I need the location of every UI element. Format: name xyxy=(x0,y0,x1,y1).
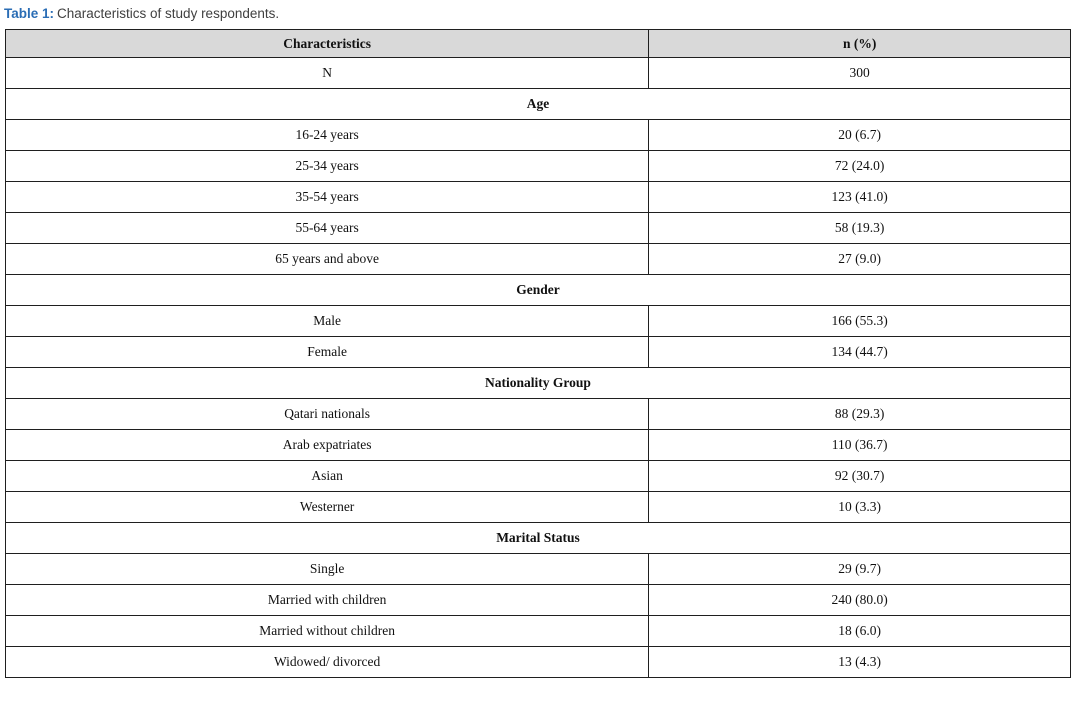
n-percent-cell: 58 (19.3) xyxy=(648,212,1071,244)
n-percent-cell: 92 (30.7) xyxy=(648,460,1071,492)
characteristic-cell: 65 years and above xyxy=(4,243,650,275)
table-row: N 300 xyxy=(4,57,1071,89)
characteristic-cell: Married with children xyxy=(4,584,650,616)
characteristic-cell: 35-54 years xyxy=(4,181,650,213)
characteristic-cell: Arab expatriates xyxy=(4,429,650,461)
n-percent-cell: 20 (6.7) xyxy=(648,119,1071,151)
table-row: Married without children 18 (6.0) xyxy=(4,615,1071,647)
column-header-n-percent: n (%) xyxy=(648,29,1071,58)
section-row: Gender xyxy=(5,274,1071,306)
n-percent-cell: 300 xyxy=(648,57,1071,89)
section-label: Age xyxy=(5,88,1071,120)
table-row: Westerner 10 (3.3) xyxy=(4,491,1071,523)
n-percent-cell: 88 (29.3) xyxy=(648,398,1071,430)
table-row: Married with children 240 (80.0) xyxy=(4,584,1071,616)
n-percent-cell: 110 (36.7) xyxy=(648,429,1071,461)
characteristic-cell: Married without children xyxy=(4,615,650,647)
n-percent-cell: 29 (9.7) xyxy=(648,553,1071,585)
characteristic-cell: Single xyxy=(4,553,650,585)
characteristic-cell: Westerner xyxy=(4,491,650,523)
n-percent-cell: 166 (55.3) xyxy=(648,305,1071,337)
table-row: Asian 92 (30.7) xyxy=(4,460,1071,492)
characteristic-cell: N xyxy=(4,57,650,89)
n-percent-cell: 10 (3.3) xyxy=(648,491,1071,523)
table-caption-text: Characteristics of study respondents. xyxy=(57,6,280,21)
table-row: Arab expatriates 110 (36.7) xyxy=(4,429,1071,461)
section-row: Marital Status xyxy=(5,522,1071,554)
respondents-table: Characteristics n (%) N 300 Age 16-24 years… xyxy=(4,29,1071,678)
table-body: N 300 Age 16-24 years 20 (6.7) 25-34 years 72 … xyxy=(4,57,1071,678)
characteristic-cell: Widowed/ divorced xyxy=(4,646,650,678)
table-caption-label: Table 1: xyxy=(4,6,55,21)
n-percent-cell: 13 (4.3) xyxy=(648,646,1071,678)
n-percent-cell: 27 (9.0) xyxy=(648,243,1071,275)
section-label: Gender xyxy=(5,274,1071,306)
n-percent-cell: 123 (41.0) xyxy=(648,181,1071,213)
table-row: Widowed/ divorced 13 (4.3) xyxy=(4,646,1071,678)
section-label: Marital Status xyxy=(5,522,1071,554)
n-percent-cell: 134 (44.7) xyxy=(648,336,1071,368)
characteristic-cell: 25-34 years xyxy=(4,150,650,182)
section-label: Nationality Group xyxy=(5,367,1071,399)
table-row: 25-34 years 72 (24.0) xyxy=(4,150,1071,182)
table-row: Male 166 (55.3) xyxy=(4,305,1071,337)
table-row: Single 29 (9.7) xyxy=(4,553,1071,585)
characteristic-cell: Qatari nationals xyxy=(4,398,650,430)
section-row: Nationality Group xyxy=(5,367,1071,399)
table-header-row: Characteristics n (%) xyxy=(4,29,1071,58)
n-percent-cell: 18 (6.0) xyxy=(648,615,1071,647)
characteristic-cell: 55-64 years xyxy=(4,212,650,244)
column-header-characteristics: Characteristics xyxy=(4,29,650,58)
characteristic-cell: 16-24 years xyxy=(4,119,650,151)
characteristic-cell: Female xyxy=(4,336,650,368)
n-percent-cell: 72 (24.0) xyxy=(648,150,1071,182)
n-percent-cell: 240 (80.0) xyxy=(648,584,1071,616)
table-row: Female 134 (44.7) xyxy=(4,336,1071,368)
table-caption: Table 1: Characteristics of study respond… xyxy=(0,0,1076,29)
characteristic-cell: Male xyxy=(4,305,650,337)
table-row: 65 years and above 27 (9.0) xyxy=(4,243,1071,275)
table-row: Qatari nationals 88 (29.3) xyxy=(4,398,1071,430)
table-row: 35-54 years 123 (41.0) xyxy=(4,181,1071,213)
table-row: 55-64 years 58 (19.3) xyxy=(4,212,1071,244)
section-row: Age xyxy=(5,88,1071,120)
characteristic-cell: Asian xyxy=(4,460,650,492)
table-row: 16-24 years 20 (6.7) xyxy=(4,119,1071,151)
